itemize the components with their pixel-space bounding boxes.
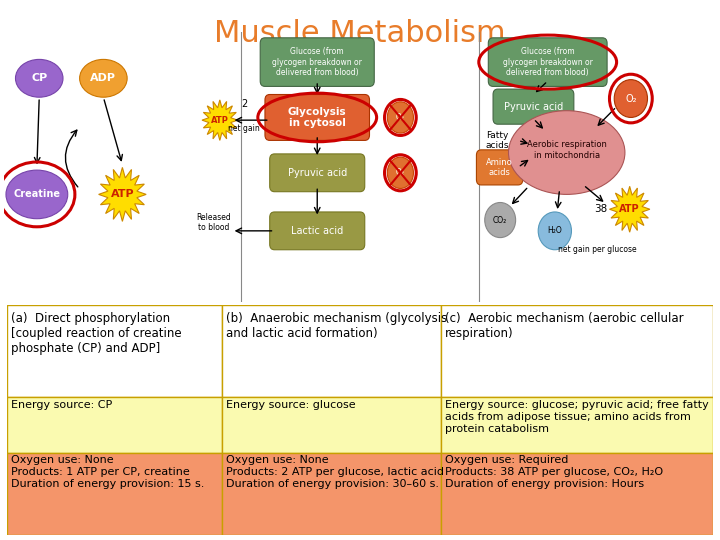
Text: O₂: O₂ [396, 113, 405, 122]
Text: (b)  Anaerobic mechanism (glycolysis
and lactic acid formation): (b) Anaerobic mechanism (glycolysis and … [226, 312, 447, 340]
Bar [7, 397, 222, 453]
Text: Oxygen use: None
Products: 2 ATP per glucose, lactic acid
Duration of energy pro: Oxygen use: None Products: 2 ATP per glu… [226, 455, 444, 489]
Text: Energy source: glucose: Energy source: glucose [226, 400, 356, 410]
Text: H₂O: H₂O [547, 226, 562, 235]
Text: Lactic acid: Lactic acid [291, 226, 343, 236]
FancyBboxPatch shape [260, 38, 374, 86]
Text: CO₂: CO₂ [493, 215, 508, 225]
Polygon shape [609, 186, 650, 232]
Text: net gain: net gain [228, 124, 259, 133]
Text: Aerobic respiration
in mitochondria: Aerobic respiration in mitochondria [527, 140, 607, 159]
Text: Pyruvic acid: Pyruvic acid [504, 102, 563, 112]
Text: O₂: O₂ [625, 93, 636, 104]
Polygon shape [202, 100, 238, 140]
Text: CP: CP [31, 73, 48, 83]
FancyBboxPatch shape [270, 212, 365, 249]
Text: ATP: ATP [619, 204, 640, 214]
Text: Glucose (from
glycogen breakdown or
delivered from blood): Glucose (from glycogen breakdown or deli… [272, 47, 362, 77]
Text: ATP: ATP [211, 116, 229, 125]
Ellipse shape [6, 170, 68, 219]
Text: Energy source: CP: Energy source: CP [11, 400, 112, 410]
Text: Oxygen use: None
Products: 1 ATP per CP, creatine
Duration of energy provision: : Oxygen use: None Products: 1 ATP per CP,… [11, 455, 204, 489]
Ellipse shape [508, 111, 625, 194]
Polygon shape [99, 167, 146, 221]
FancyBboxPatch shape [477, 150, 523, 185]
Text: Creatine: Creatine [14, 190, 60, 199]
Bar [441, 453, 713, 535]
Text: Released
to blood: Released to blood [197, 213, 231, 232]
Ellipse shape [80, 59, 127, 97]
Text: (a)  Direct phosphorylation
[coupled reaction of creatine
phosphate (CP) and ADP: (a) Direct phosphorylation [coupled reac… [11, 312, 181, 355]
FancyBboxPatch shape [488, 38, 607, 86]
Bar [222, 305, 441, 397]
Text: Glycolysis
in cytosol: Glycolysis in cytosol [288, 106, 346, 128]
Text: Oxygen use: Required
Products: 38 ATP per glucose, CO₂, H₂O
Duration of energy p: Oxygen use: Required Products: 38 ATP pe… [445, 455, 663, 489]
Text: Amino
acids: Amino acids [486, 158, 513, 177]
Text: net gain per glucose: net gain per glucose [558, 245, 637, 254]
Ellipse shape [538, 212, 572, 249]
Ellipse shape [614, 80, 647, 117]
Ellipse shape [387, 157, 413, 188]
Text: ATP: ATP [111, 190, 134, 199]
Text: Pyruvic acid: Pyruvic acid [287, 168, 347, 178]
FancyBboxPatch shape [265, 94, 369, 140]
Text: Muscle Metabolism: Muscle Metabolism [214, 19, 506, 48]
Text: (c)  Aerobic mechanism (aerobic cellular
respiration): (c) Aerobic mechanism (aerobic cellular … [445, 312, 683, 340]
Ellipse shape [387, 102, 413, 133]
Text: 2: 2 [242, 99, 248, 109]
Text: 38: 38 [595, 204, 608, 214]
Text: Glucose (from
glycogen breakdown or
delivered from blood): Glucose (from glycogen breakdown or deli… [503, 47, 593, 77]
Bar [222, 453, 441, 535]
Text: Fatty
acids: Fatty acids [486, 131, 510, 150]
FancyBboxPatch shape [493, 89, 574, 124]
Bar [441, 397, 713, 453]
Bar [7, 453, 222, 535]
Ellipse shape [15, 59, 63, 97]
Text: ADP: ADP [91, 73, 117, 83]
Bar [441, 305, 713, 397]
FancyBboxPatch shape [270, 154, 365, 192]
Text: Energy source: glucose; pyruvic acid; free fatty
acids from adipose tissue; amin: Energy source: glucose; pyruvic acid; fr… [445, 400, 708, 434]
Bar [7, 305, 222, 397]
Text: O₂: O₂ [396, 168, 405, 177]
Ellipse shape [485, 202, 516, 238]
Bar [222, 397, 441, 453]
